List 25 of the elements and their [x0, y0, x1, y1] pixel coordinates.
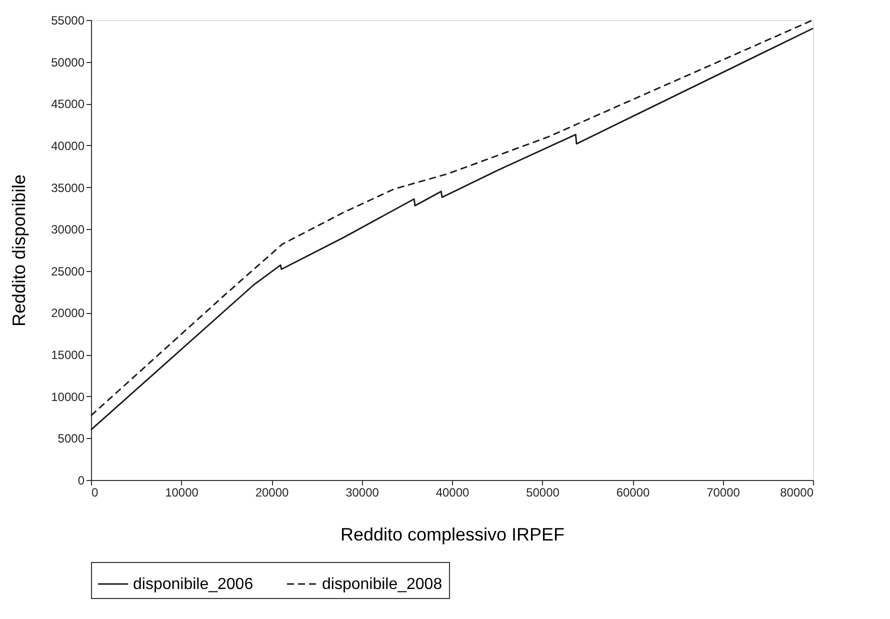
x-tick-label: 80000	[780, 486, 814, 500]
y-tick-label: 15000	[51, 348, 85, 362]
x-tick-label: 50000	[526, 486, 560, 500]
y-tick-label: 40000	[51, 138, 85, 153]
y-tick-label: 30000	[51, 222, 85, 237]
y-tick-label: 50000	[51, 55, 85, 70]
y-axis-title: Reddito disponibile	[9, 174, 30, 327]
y-tick-label: 45000	[51, 97, 85, 112]
x-tick-label: 60000	[616, 486, 650, 500]
y-tick-label: 55000	[51, 14, 85, 28]
legend-label: disponibile_2006	[133, 576, 254, 593]
x-tick-label: 40000	[436, 486, 470, 500]
x-tick-label: 10000	[165, 486, 199, 500]
y-tick-label: 25000	[51, 264, 85, 278]
x-tick-label: 70000	[706, 486, 740, 500]
y-tick-label: 10000	[51, 390, 85, 404]
y-tick-label: 20000	[51, 306, 85, 320]
y-tick-label: 35000	[51, 180, 85, 195]
legend-label: disponibile_2008	[322, 576, 442, 593]
x-tick-label: 30000	[346, 486, 380, 500]
x-axis-title: Reddito complessivo IRPEF	[340, 524, 565, 544]
x-tick-label: 0	[92, 486, 98, 500]
y-tick-label: 0	[78, 474, 85, 488]
x-tick-label: 20000	[255, 486, 290, 500]
y-tick-label: 5000	[58, 432, 85, 446]
